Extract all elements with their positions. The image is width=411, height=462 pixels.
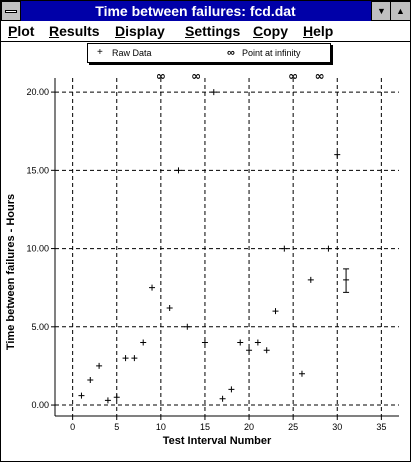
data-point-plus	[334, 151, 341, 158]
menu-copy[interactable]: Copy	[253, 23, 289, 39]
y-tick-label: 15.00	[26, 165, 49, 175]
data-point-plus	[272, 308, 279, 315]
data-point-plus	[113, 394, 120, 401]
y-tick-label: 0.00	[31, 400, 49, 410]
data-point-infinity: ∞	[191, 69, 201, 83]
system-menu-icon[interactable]	[1, 1, 21, 21]
x-tick-label: 20	[244, 422, 254, 432]
data-point-plus	[281, 245, 288, 252]
tick-labels: 0 5 10 15 20 25 30 35 0.00 5.00 10.00 15.00 20.00	[26, 87, 386, 432]
legend-raw-data-label: Raw Data	[112, 48, 152, 58]
grid	[55, 78, 399, 416]
menu-plot[interactable]: Plot	[8, 23, 35, 39]
minimize-icon: ▼	[377, 6, 386, 16]
data-point-plus	[246, 347, 253, 354]
data-point-plus	[237, 339, 244, 346]
data-point-plus	[228, 386, 235, 393]
menu-help[interactable]: Help	[303, 23, 334, 39]
maximize-icon: ▲	[396, 6, 405, 16]
menu-results[interactable]: Results	[49, 23, 100, 39]
data-point-plus	[254, 339, 261, 346]
data-point-plus	[78, 392, 85, 399]
infinity-marker-icon: ∞	[227, 47, 235, 59]
data-point-plus	[263, 347, 270, 354]
menu-bar: Plot Results Display Settings Copy Help	[1, 22, 410, 42]
y-tick-label: 20.00	[26, 87, 49, 97]
x-tick-label: 25	[288, 422, 298, 432]
data-marks: ∞ ∞ ∞ ∞	[78, 69, 350, 404]
y-tick-label: 5.00	[31, 322, 49, 332]
x-tick-label: 10	[156, 422, 166, 432]
data-point-infinity: ∞	[288, 69, 298, 83]
data-point-infinity: ∞	[315, 69, 325, 83]
data-point-infinity: ∞	[156, 69, 166, 83]
menu-display[interactable]: Display	[115, 23, 165, 39]
data-point-plus	[298, 370, 305, 377]
raw-data-marker-icon: +	[97, 47, 103, 58]
y-axis-title: Time between failures - Hours	[5, 194, 17, 350]
maximize-button[interactable]: ▲	[390, 1, 411, 21]
menu-settings[interactable]: Settings	[185, 23, 241, 39]
axes	[51, 78, 399, 420]
data-point-plus	[166, 305, 173, 312]
minimize-button[interactable]: ▼	[371, 1, 392, 21]
x-tick-label: 0	[70, 422, 75, 432]
x-tick-label: 30	[332, 422, 342, 432]
data-point-plus	[131, 355, 138, 362]
data-point-plus	[175, 167, 182, 174]
y-tick-label: 10.00	[26, 244, 49, 254]
legend-infinity-label: Point at infinity	[242, 48, 301, 58]
window-title: Time between failures: fcd.dat	[95, 3, 296, 19]
data-point-plus	[307, 276, 314, 283]
data-point-plus	[325, 245, 332, 252]
data-point-plus	[104, 397, 111, 404]
data-point-plus	[210, 89, 217, 96]
data-point-plus	[219, 395, 226, 402]
data-point-plus	[140, 339, 147, 346]
error-bar	[343, 268, 350, 293]
x-tick-label: 35	[376, 422, 386, 432]
data-point-plus	[122, 355, 129, 362]
title-bar[interactable]: Time between failures: fcd.dat ▼ ▲	[1, 1, 411, 21]
x-tick-label: 5	[114, 422, 119, 432]
data-point-plus	[149, 284, 156, 291]
data-point-plus	[201, 339, 208, 346]
chart-legend: + Raw Data ∞ Point at infinity	[87, 43, 331, 63]
x-axis-title: Test Interval Number	[163, 435, 272, 447]
x-tick-label: 15	[200, 422, 210, 432]
data-point-plus	[184, 323, 191, 330]
data-point-plus	[87, 377, 94, 384]
data-point-plus	[96, 362, 103, 369]
